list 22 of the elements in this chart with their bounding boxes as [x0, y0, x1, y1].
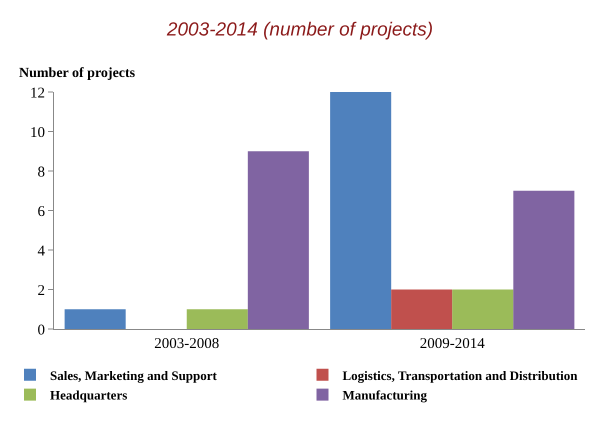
y-tick-label: 6	[38, 204, 46, 220]
bar	[513, 190, 574, 329]
y-tick-label: 0	[38, 322, 45, 338]
x-tick-label: 2009-2014	[420, 336, 486, 352]
bar	[186, 309, 248, 329]
bar	[452, 290, 514, 329]
legend-label: Sales, Marketing and Support	[50, 368, 218, 383]
bar	[64, 309, 126, 329]
x-tick-label: 2003-2008	[154, 336, 220, 352]
bar	[248, 151, 309, 329]
y-tick-label: 2	[38, 282, 45, 299]
y-tick-label: 8	[38, 164, 45, 180]
legend-label: Logistics, Transportation and Distribution	[342, 368, 578, 383]
bar	[330, 92, 392, 329]
bar	[391, 290, 452, 329]
y-tick-label: 12	[30, 85, 45, 102]
y-axis-title: Number of projects	[19, 66, 136, 81]
y-tick-label: 10	[30, 124, 45, 141]
legend-label: Headquarters	[50, 388, 128, 403]
y-tick-label: 4	[38, 243, 46, 260]
legend-label: Manufacturing	[342, 388, 428, 403]
chart-title: 2003-2014 (number of projects)	[166, 19, 434, 40]
